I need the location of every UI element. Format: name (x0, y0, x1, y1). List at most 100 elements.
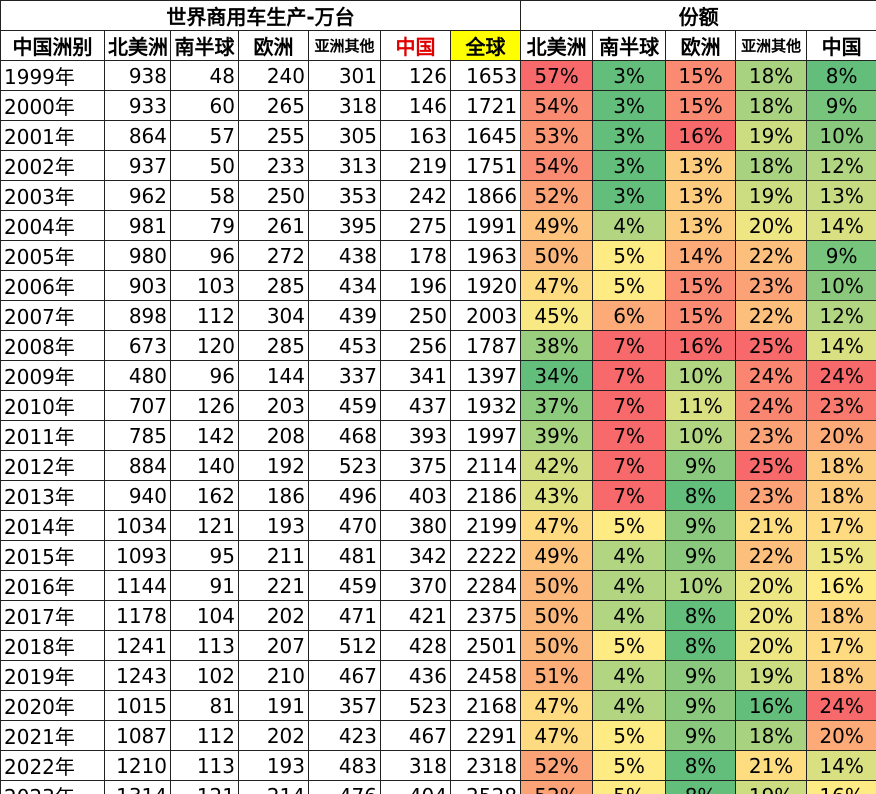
share-cell: 20% (806, 720, 876, 751)
year-cell: 2013年 (0, 480, 105, 511)
share-cell: 45% (520, 300, 594, 331)
share-cell: 20% (806, 420, 876, 451)
production-cell: 375 (380, 450, 451, 481)
production-cell: 423 (308, 720, 381, 751)
share-cell: 14% (806, 330, 876, 361)
share-cell: 8% (665, 750, 737, 781)
year-cell: 2012年 (0, 450, 105, 481)
production-cell: 470 (308, 510, 381, 541)
production-cell: 2318 (449, 750, 522, 781)
year-cell: 2022年 (0, 750, 105, 781)
data-row: 2011年 785 142 208 468 393 1997 39% 7% 10% 23% 20% (0, 420, 876, 451)
production-cell: 353 (308, 180, 381, 211)
production-cell: 112 (170, 720, 239, 751)
production-cell: 242 (380, 180, 451, 211)
production-cell: 938 (104, 60, 171, 91)
share-cell: 47% (520, 720, 594, 751)
production-cell: 255 (238, 120, 309, 151)
share-cell: 8% (665, 630, 737, 661)
column-header: 中国洲别 (0, 30, 105, 61)
production-cell: 313 (308, 150, 381, 181)
production-cell: 2458 (449, 660, 522, 691)
share-cell: 5% (592, 240, 667, 271)
production-cell: 1210 (104, 750, 171, 781)
share-cell: 5% (592, 750, 667, 781)
data-row: 1999年 938 48 240 301 126 1653 57% 3% 15% 18% 8% (0, 60, 876, 91)
share-cell: 16% (806, 780, 876, 794)
share-cell: 24% (806, 690, 876, 721)
column-header: 南半球 (592, 30, 667, 61)
data-row: 2005年 980 96 272 438 178 1963 50% 5% 14% 22% 9% (0, 240, 876, 271)
data-row: 2008年 673 120 285 453 256 1787 38% 7% 16% 25% 14% (0, 330, 876, 361)
production-cell: 2114 (449, 450, 522, 481)
share-cell: 53% (520, 120, 594, 151)
share-cell: 10% (806, 120, 876, 151)
share-cell: 15% (665, 60, 737, 91)
production-cell: 459 (308, 570, 381, 601)
production-cell: 285 (238, 330, 309, 361)
column-header: 亚洲其他 (735, 30, 808, 61)
share-cell: 22% (735, 540, 808, 571)
share-cell: 23% (735, 420, 808, 451)
share-cell: 5% (592, 630, 667, 661)
share-cell: 5% (592, 720, 667, 751)
share-cell: 54% (520, 150, 594, 181)
production-cell: 707 (104, 390, 171, 421)
production-cell: 439 (308, 300, 381, 331)
production-cell: 256 (380, 330, 451, 361)
year-cell: 2017年 (0, 600, 105, 631)
production-cell: 318 (380, 750, 451, 781)
production-cell: 112 (170, 300, 239, 331)
year-cell: 2005年 (0, 240, 105, 271)
data-row: 2013年 940 162 186 496 403 2186 43% 7% 8% 23% 18% (0, 480, 876, 511)
share-cell: 20% (735, 210, 808, 241)
production-cell: 476 (308, 780, 381, 794)
share-cell: 4% (592, 570, 667, 601)
year-cell: 2009年 (0, 360, 105, 391)
production-cell: 437 (380, 390, 451, 421)
production-cell: 104 (170, 600, 239, 631)
share-cell: 9% (665, 660, 737, 691)
share-cell: 21% (735, 510, 808, 541)
production-cell: 898 (104, 300, 171, 331)
share-cell: 3% (592, 120, 667, 151)
share-cell: 19% (735, 180, 808, 211)
production-cell: 2528 (449, 780, 522, 794)
share-cell: 4% (592, 210, 667, 241)
year-cell: 2004年 (0, 210, 105, 241)
production-cell: 163 (380, 120, 451, 151)
year-cell: 2019年 (0, 660, 105, 691)
share-cell: 13% (665, 150, 737, 181)
year-cell: 1999年 (0, 60, 105, 91)
column-header: 南半球 (170, 30, 239, 61)
production-cell: 275 (380, 210, 451, 241)
share-cell: 3% (592, 60, 667, 91)
production-cell: 404 (380, 780, 451, 794)
year-cell: 2002年 (0, 150, 105, 181)
share-cell: 37% (520, 390, 594, 421)
data-row: 2014年 1034 121 193 470 380 2199 47% 5% 9% 21% 17% (0, 510, 876, 541)
production-cell: 2186 (449, 480, 522, 511)
share-cell: 8% (665, 600, 737, 631)
production-cell: 1645 (449, 120, 522, 151)
production-cell: 438 (308, 240, 381, 271)
share-cell: 4% (592, 690, 667, 721)
year-cell: 2015年 (0, 540, 105, 571)
production-cell: 981 (104, 210, 171, 241)
share-cell: 51% (520, 660, 594, 691)
production-cell: 471 (308, 600, 381, 631)
production-cell: 436 (380, 660, 451, 691)
share-cell: 52% (520, 180, 594, 211)
production-cell: 1144 (104, 570, 171, 601)
share-cell: 10% (806, 270, 876, 301)
data-row: 2010年 707 126 203 459 437 1932 37% 7% 11% 24% 23% (0, 390, 876, 421)
production-cell: 250 (238, 180, 309, 211)
share-cell: 5% (592, 510, 667, 541)
share-cell: 24% (735, 360, 808, 391)
share-cell: 22% (735, 300, 808, 331)
production-cell: 483 (308, 750, 381, 781)
production-cell: 2291 (449, 720, 522, 751)
year-cell: 2020年 (0, 690, 105, 721)
production-cell: 113 (170, 630, 239, 661)
production-cell: 357 (308, 690, 381, 721)
